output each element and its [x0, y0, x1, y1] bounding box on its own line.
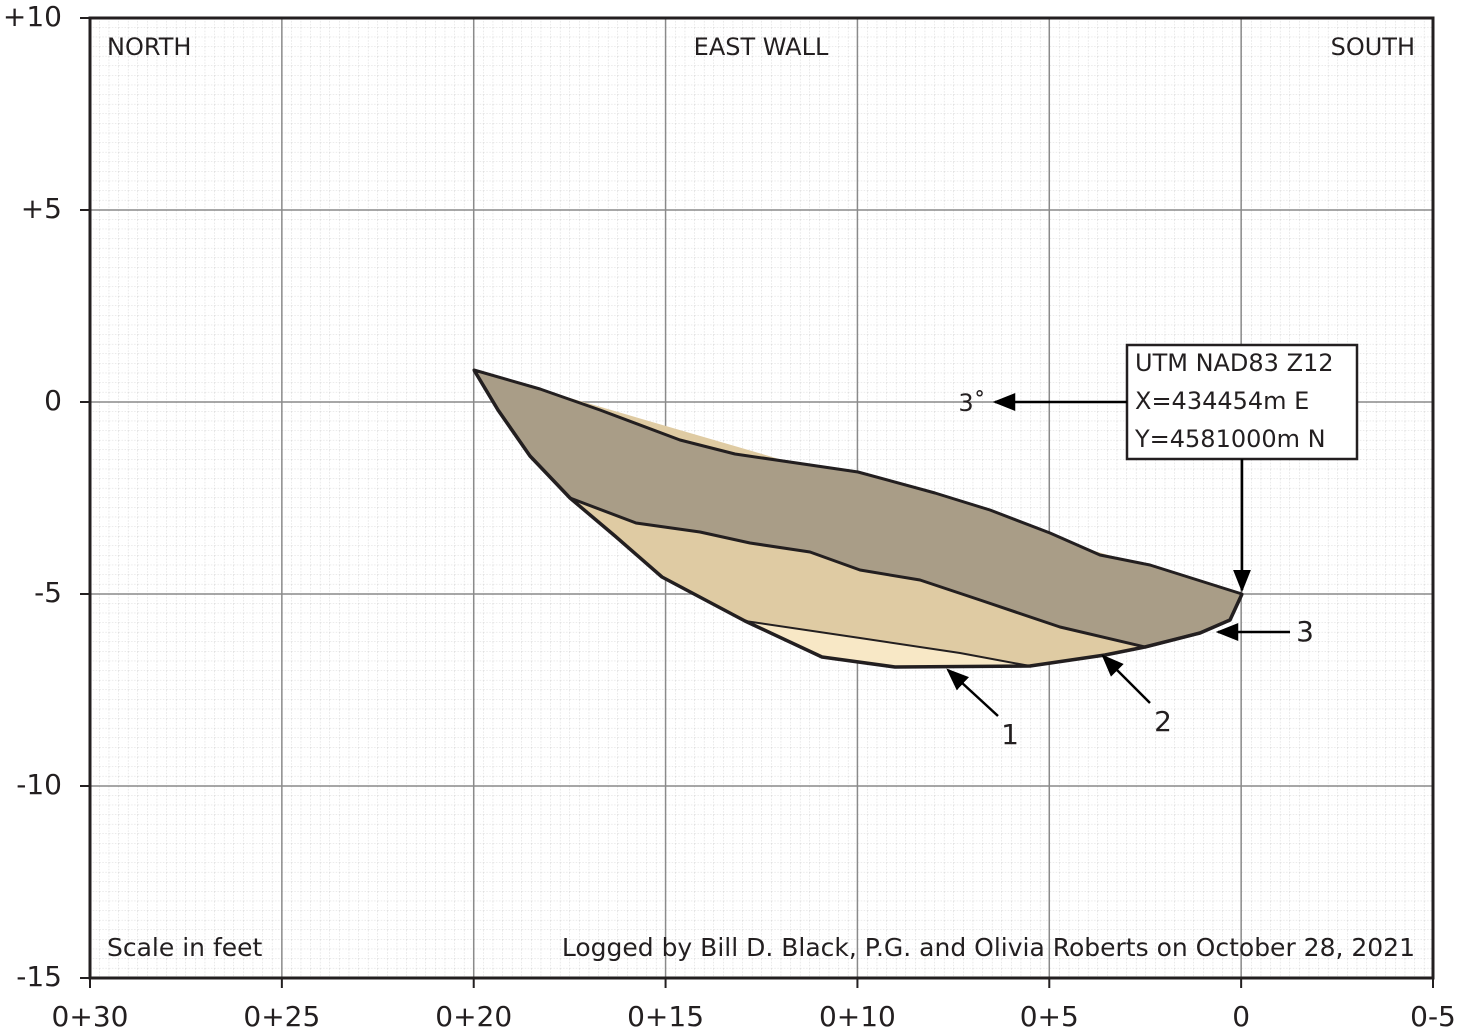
dip-label: 3˚ — [958, 389, 985, 417]
unit-label: 3 — [1296, 615, 1314, 648]
y-tick-label: +5 — [21, 192, 62, 225]
x-tick-label: 0 — [1232, 1000, 1250, 1033]
location-line: X=434454m E — [1135, 387, 1309, 415]
x-tick-label: 0-5 — [1410, 1000, 1456, 1033]
x-tick-label: 0+30 — [52, 1000, 129, 1033]
x-tick-label: 0+10 — [819, 1000, 896, 1033]
unit-label: 1 — [1001, 718, 1019, 751]
x-tick-label: 0+5 — [1020, 1000, 1079, 1033]
x-tick-label: 0+15 — [627, 1000, 704, 1033]
north-label: NORTH — [107, 33, 191, 61]
wall-label: EAST WALL — [694, 33, 829, 61]
y-tick-label: -15 — [16, 960, 62, 993]
trench-log: NORTH EAST WALL SOUTH UTM NAD83 Z12 X=43… — [0, 0, 1473, 1036]
x-tick-label: 0+20 — [435, 1000, 512, 1033]
y-tick-label: +10 — [3, 0, 62, 33]
credit-note: Logged by Bill D. Black, P.G. and Olivia… — [562, 933, 1415, 962]
y-tick-label: -5 — [34, 576, 62, 609]
location-line: UTM NAD83 Z12 — [1135, 349, 1334, 377]
scale-note: Scale in feet — [107, 933, 263, 962]
south-label: SOUTH — [1331, 33, 1415, 61]
unit-label: 2 — [1154, 705, 1172, 738]
y-tick-label: 0 — [44, 384, 62, 417]
location-line: Y=4581000m N — [1134, 425, 1326, 453]
x-tick-label: 0+25 — [243, 1000, 320, 1033]
y-tick-label: -10 — [16, 768, 62, 801]
